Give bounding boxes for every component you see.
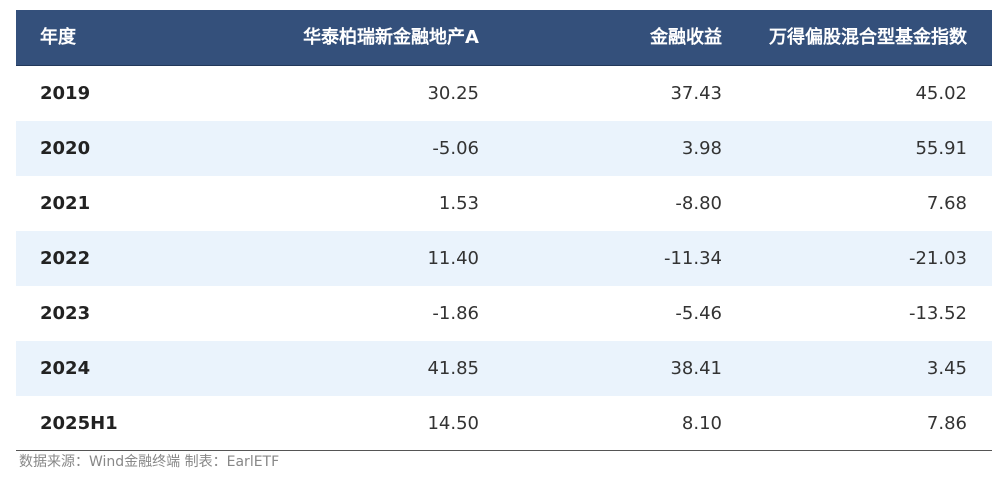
year-cell: 2021 (40, 193, 91, 214)
year-cell: 2019 (40, 83, 91, 104)
value-cell: -11.34 (663, 248, 722, 269)
table: 年度 华泰柏瑞新金融地产A 金融收益 万得偏股混合型基金指数 2019 30.25 37.4… (16, 10, 992, 451)
value-cell: 41.85 (427, 358, 479, 379)
table-row: 2024 41.85 38.41 3.45 (16, 341, 992, 396)
header-cell: 华泰柏瑞新金融地产A (303, 27, 479, 48)
source-note: 数据来源：Wind金融终端 制表：EarlETF (19, 454, 280, 470)
year-cell: 2020 (40, 138, 91, 159)
header-cell: 年度 (40, 27, 76, 48)
value-cell: -21.03 (908, 248, 967, 269)
value-cell: 38.41 (670, 358, 722, 379)
value-cell: 37.43 (670, 83, 722, 104)
header-cell: 万得偏股混合型基金指数 (769, 27, 967, 48)
table-row: 2020 -5.06 3.98 55.91 (16, 121, 992, 176)
year-cell: 2025H1 (40, 413, 118, 434)
value-cell: -1.86 (432, 303, 479, 324)
table-row: 2019 30.25 37.43 45.02 (16, 66, 992, 121)
value-cell: 1.53 (438, 193, 479, 214)
value-cell: 8.10 (681, 413, 722, 434)
value-cell: -13.52 (908, 303, 967, 324)
bottom-rule (16, 450, 992, 451)
table-row: 2022 11.40 -11.34 -21.03 (16, 231, 992, 286)
value-cell: 45.02 (915, 83, 967, 104)
table-row: 2025H1 14.50 8.10 7.86 (16, 396, 992, 451)
value-cell: 7.86 (926, 413, 967, 434)
year-cell: 2023 (40, 303, 91, 324)
header-row: 年度 华泰柏瑞新金融地产A 金融收益 万得偏股混合型基金指数 (16, 10, 992, 66)
value-cell: 14.50 (427, 413, 479, 434)
value-cell: 11.40 (427, 248, 479, 269)
header-cell: 金融收益 (650, 27, 722, 48)
table-row: 2023 -1.86 -5.46 -13.52 (16, 286, 992, 341)
value-cell: -8.80 (675, 193, 722, 214)
value-cell: 30.25 (427, 83, 479, 104)
table-row: 2021 1.53 -8.80 7.68 (16, 176, 992, 231)
value-cell: 7.68 (926, 193, 967, 214)
value-cell: -5.06 (432, 138, 479, 159)
value-cell: 3.98 (681, 138, 722, 159)
value-cell: 3.45 (926, 358, 967, 379)
year-cell: 2022 (40, 248, 91, 269)
value-cell: 55.91 (915, 138, 967, 159)
value-cell: -5.46 (675, 303, 722, 324)
year-cell: 2024 (40, 358, 91, 379)
